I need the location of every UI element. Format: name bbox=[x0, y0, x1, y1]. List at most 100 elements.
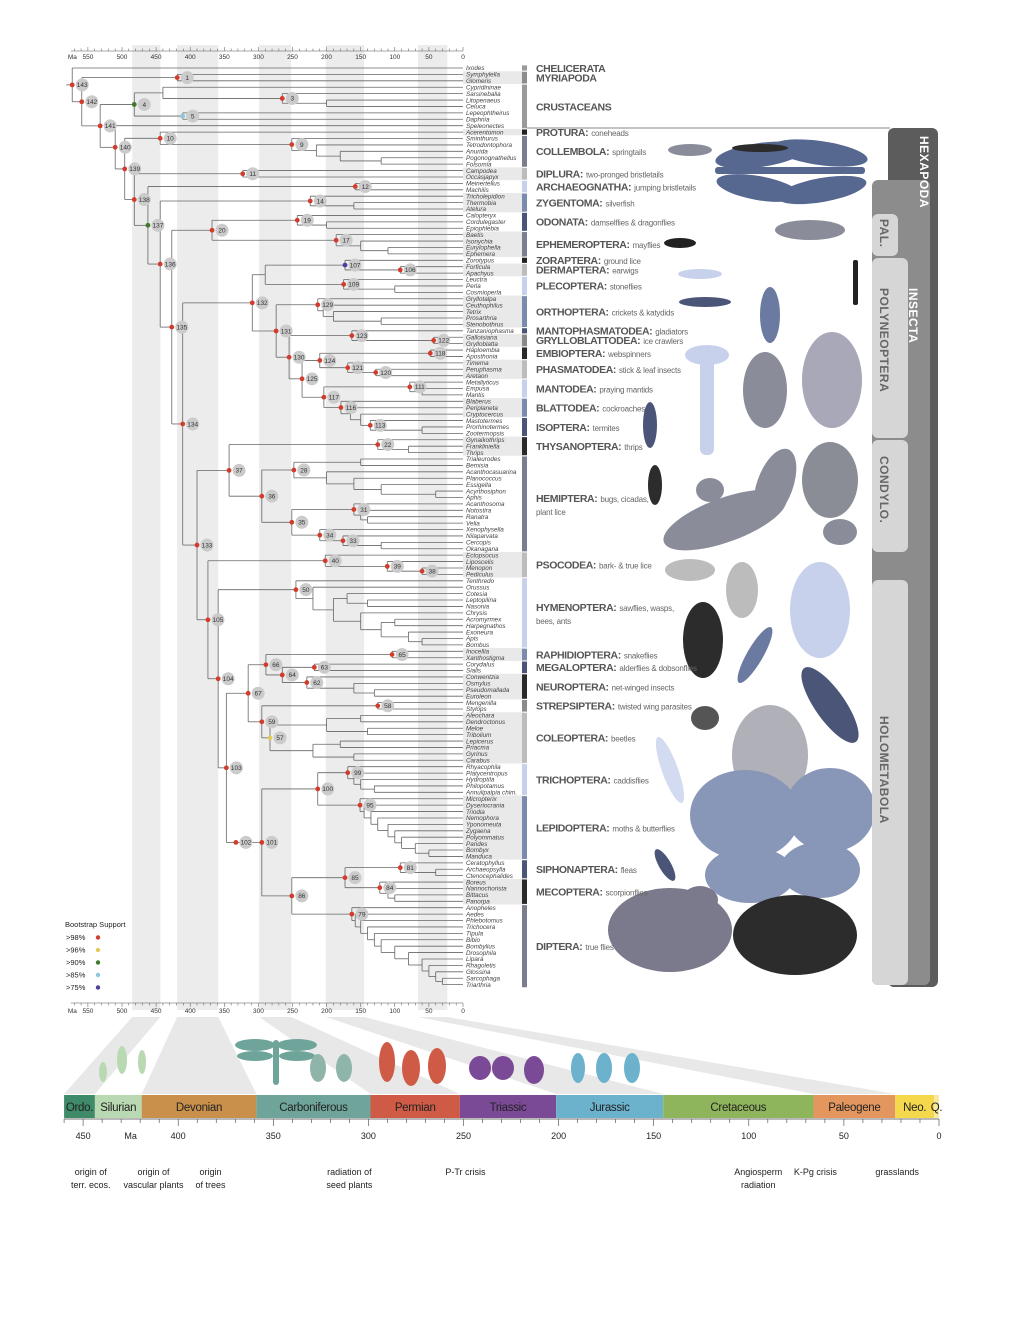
dobsonfly-silhouette bbox=[801, 667, 859, 743]
bootstrap-dot bbox=[180, 113, 186, 119]
order-bar bbox=[522, 661, 527, 674]
order-label: DERMAPTERA: earwigs bbox=[536, 265, 639, 277]
order-name: THYSANOPTERA: bbox=[536, 441, 621, 453]
node-number: 113 bbox=[375, 423, 386, 430]
order-label: BLATTODEA: cockroaches bbox=[536, 403, 645, 415]
ant-silhouette bbox=[664, 238, 696, 248]
order-common-name: bugs, cicadas, bbox=[600, 495, 648, 504]
taxon-band bbox=[463, 436, 525, 456]
node-label-badge bbox=[215, 223, 229, 237]
taxon-label: Tanzaniophasma bbox=[466, 328, 514, 335]
node-number: 107 bbox=[350, 262, 361, 269]
node-number: 11 bbox=[249, 171, 256, 178]
order-label: EMBIOPTERA: webspinners bbox=[536, 348, 651, 360]
period-segment bbox=[64, 1095, 95, 1118]
event-label: radiation bbox=[741, 1180, 776, 1190]
bootstrap-dot bbox=[259, 719, 265, 725]
bootstrap-dot bbox=[122, 166, 128, 172]
butterfly-silhouette bbox=[690, 768, 875, 903]
node-label-badge bbox=[358, 180, 372, 194]
bootstrap-dot bbox=[397, 267, 403, 273]
node-number: 50 bbox=[302, 587, 310, 594]
bootstrap-dot bbox=[299, 376, 305, 382]
period-name: Ordo. bbox=[66, 1102, 93, 1114]
wasp-silhouette bbox=[790, 562, 850, 658]
node-label-badge bbox=[186, 109, 200, 123]
order-label: ARCHAEOGNATHA: jumping bristletails bbox=[536, 181, 696, 193]
period-name: Q. bbox=[931, 1102, 943, 1114]
bootstrap-dot bbox=[289, 142, 295, 147]
taxon-label: Bombus bbox=[466, 642, 490, 649]
bootstrap-dot bbox=[245, 690, 251, 696]
order-name: COLLEMBOLA: bbox=[536, 146, 609, 158]
node-label-badge bbox=[273, 731, 287, 745]
taxon-label: Isonychia bbox=[466, 238, 493, 245]
node-label-badge bbox=[363, 798, 377, 812]
taxon-label: Meinertellus bbox=[466, 181, 501, 188]
holometabola-bar bbox=[872, 580, 908, 985]
taxon-label: Nasonia bbox=[466, 604, 490, 611]
bootstrap-dot bbox=[293, 587, 299, 593]
node-label-badge bbox=[305, 372, 319, 386]
order-label: TRICHOPTERA: caddisflies bbox=[536, 774, 649, 786]
node-label-badge bbox=[299, 583, 313, 597]
node-number: 4 bbox=[142, 102, 146, 109]
order-common-name: sawflies, wasps, bbox=[619, 604, 674, 613]
taxon-label: Carabus bbox=[466, 757, 491, 764]
period-fan bbox=[64, 1017, 161, 1094]
period-fans bbox=[64, 1017, 896, 1094]
period-fan bbox=[417, 1017, 896, 1094]
taxon-label: Conwentzia bbox=[466, 674, 499, 681]
order-bar bbox=[522, 578, 527, 648]
bootstrap-dot bbox=[289, 893, 295, 899]
order-common-name: stick & leaf insects bbox=[619, 366, 681, 375]
taxon-label: Speleonectes bbox=[466, 123, 505, 130]
node-number: 129 bbox=[322, 302, 333, 309]
node-label-badge bbox=[265, 489, 279, 503]
order-name: HYMENOPTERA: bbox=[536, 602, 616, 614]
period-insect-silhouettes bbox=[99, 1039, 640, 1086]
order-bar bbox=[522, 347, 527, 360]
node-number: 134 bbox=[187, 421, 198, 428]
taxon-label: Gyrinus bbox=[466, 751, 489, 758]
taxon-band bbox=[463, 551, 525, 578]
order-common-name: webspinners bbox=[607, 350, 651, 359]
taxon-label: Anurida bbox=[465, 149, 488, 156]
period-segment bbox=[895, 1095, 935, 1118]
order-common-name: true flies bbox=[585, 943, 613, 952]
axis-tick-label: 400 bbox=[185, 54, 196, 61]
node-label-badge bbox=[246, 167, 260, 181]
taxon-band bbox=[463, 878, 525, 905]
taxon-label: Forficula bbox=[466, 264, 491, 271]
moth-silhouette bbox=[733, 895, 857, 975]
taxon-label: Ixodes bbox=[466, 65, 485, 72]
taxon-label: Liposcelis bbox=[466, 559, 495, 566]
bootstrap-dot bbox=[384, 563, 390, 569]
taxon-label: Essigella bbox=[466, 482, 492, 489]
taxon-label: Tricholepidion bbox=[466, 193, 505, 200]
node-number: 39 bbox=[394, 564, 402, 571]
carboniferous-insects-icon bbox=[310, 1054, 352, 1082]
order-common-name: ice crawlers bbox=[643, 337, 683, 346]
taxon-label: Sarcophaga bbox=[466, 975, 500, 982]
node-number: 19 bbox=[304, 218, 312, 225]
taxon-label: Prorhinotermes bbox=[466, 424, 510, 431]
taxon-label: Sarsinebalia bbox=[466, 91, 501, 98]
order-name: PROTURA: bbox=[536, 127, 588, 139]
node-number: 33 bbox=[349, 538, 357, 545]
node-label-badge bbox=[221, 672, 235, 686]
bootstrap-dot bbox=[351, 507, 357, 512]
order-name: ZORAPTERA: bbox=[536, 255, 601, 267]
order-common-name: praying mantids bbox=[599, 385, 653, 394]
node-number: 57 bbox=[276, 735, 284, 742]
taxon-label: Xanthostigma bbox=[465, 655, 505, 662]
node-number: 116 bbox=[346, 405, 357, 412]
node-number: 81 bbox=[407, 865, 415, 872]
order-label: DIPTERA: true flies bbox=[536, 941, 614, 953]
geo-axis-label: 0 bbox=[936, 1131, 941, 1141]
order-bar bbox=[522, 212, 527, 231]
taxon-label: Leptopilina bbox=[466, 597, 497, 604]
axis-tick-label: 100 bbox=[389, 54, 400, 61]
node-label-badge bbox=[379, 365, 393, 379]
